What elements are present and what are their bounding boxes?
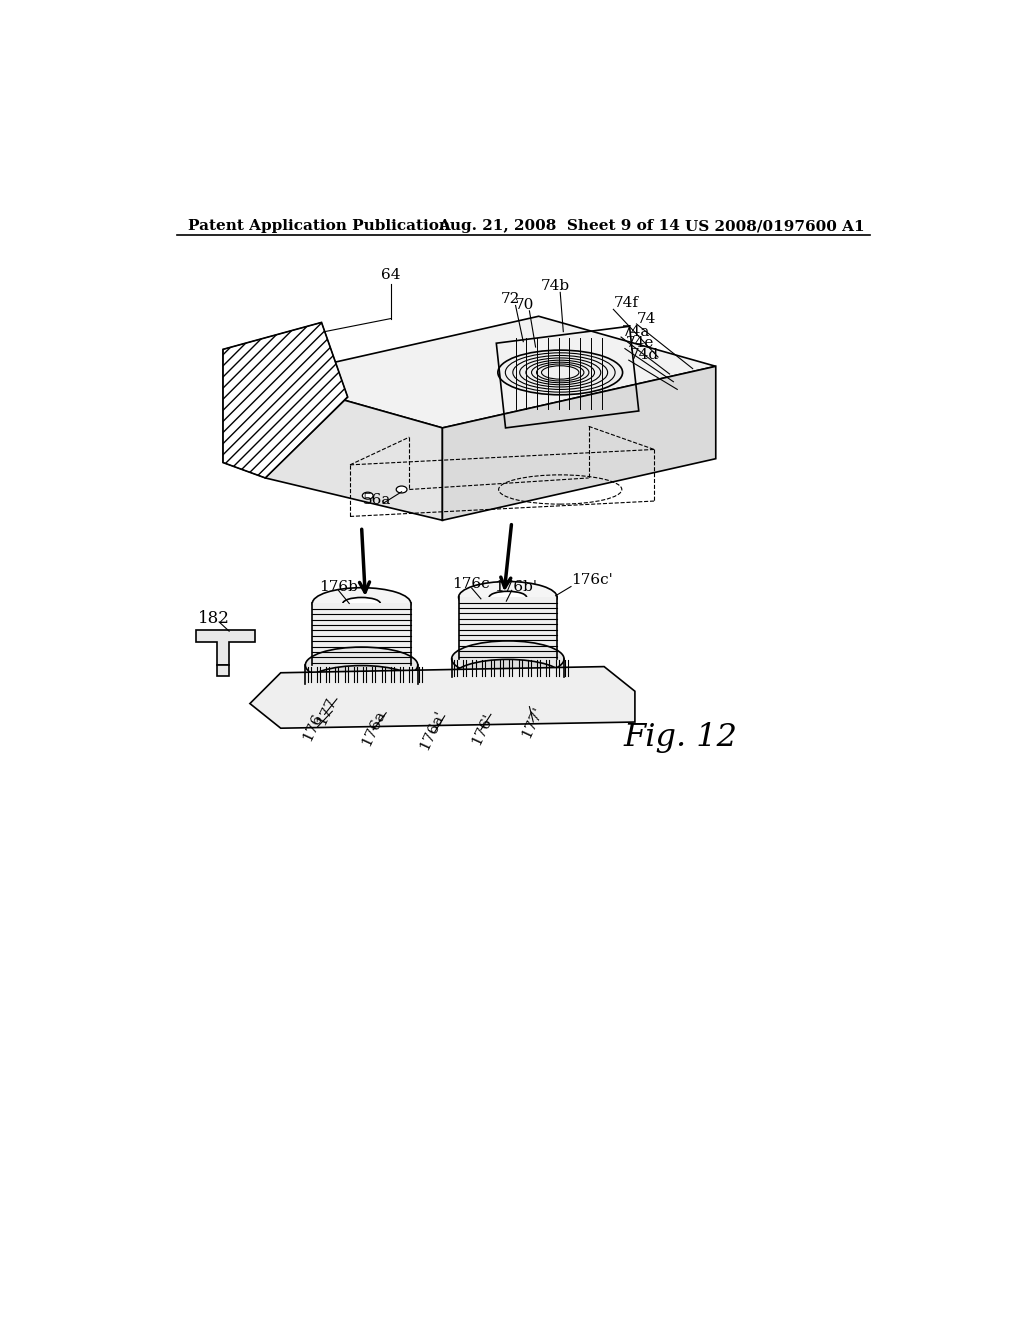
Polygon shape [312,603,411,665]
Text: Patent Application Publication: Patent Application Publication [188,219,451,234]
Ellipse shape [489,591,526,603]
Polygon shape [305,665,418,684]
Polygon shape [196,630,255,665]
Ellipse shape [452,660,564,696]
Ellipse shape [459,643,557,675]
Text: 176c': 176c' [571,573,612,587]
Text: 64: 64 [381,268,400,282]
Ellipse shape [305,647,418,682]
Text: 72: 72 [501,292,520,306]
Text: 74: 74 [637,312,656,326]
Text: 176a: 176a [359,708,388,748]
Text: Fig. 12: Fig. 12 [624,722,737,752]
Ellipse shape [362,492,373,499]
Text: 176c: 176c [453,577,490,591]
Text: 70: 70 [515,298,535,313]
Ellipse shape [343,598,380,610]
Text: 176b': 176b' [494,579,537,594]
Ellipse shape [459,582,557,612]
Text: 176': 176' [469,711,496,747]
Ellipse shape [343,659,380,671]
Ellipse shape [305,665,418,701]
Text: 74b: 74b [541,280,570,293]
Text: 176: 176 [300,710,325,743]
Polygon shape [250,667,635,729]
Text: 177': 177' [519,704,546,741]
Ellipse shape [312,649,411,681]
Ellipse shape [498,350,623,395]
Text: 176b: 176b [319,579,358,594]
Polygon shape [442,367,716,520]
Polygon shape [265,378,442,520]
Text: 176a': 176a' [417,709,447,752]
Polygon shape [459,598,557,659]
Text: 74f: 74f [614,296,639,310]
Ellipse shape [452,642,564,677]
Text: 74e: 74e [626,337,654,350]
Polygon shape [217,665,229,676]
Ellipse shape [312,587,411,619]
Polygon shape [223,322,348,478]
Text: Aug. 21, 2008  Sheet 9 of 14: Aug. 21, 2008 Sheet 9 of 14 [438,219,680,234]
Polygon shape [265,317,716,428]
Ellipse shape [489,653,526,665]
Text: 74a: 74a [622,325,650,339]
Text: 177: 177 [313,696,339,727]
Text: 74d: 74d [630,347,658,362]
Text: US 2008/0197600 A1: US 2008/0197600 A1 [685,219,864,234]
Polygon shape [452,659,564,677]
Text: 56a: 56a [364,492,391,507]
Ellipse shape [396,486,407,492]
Text: 182: 182 [199,610,230,627]
